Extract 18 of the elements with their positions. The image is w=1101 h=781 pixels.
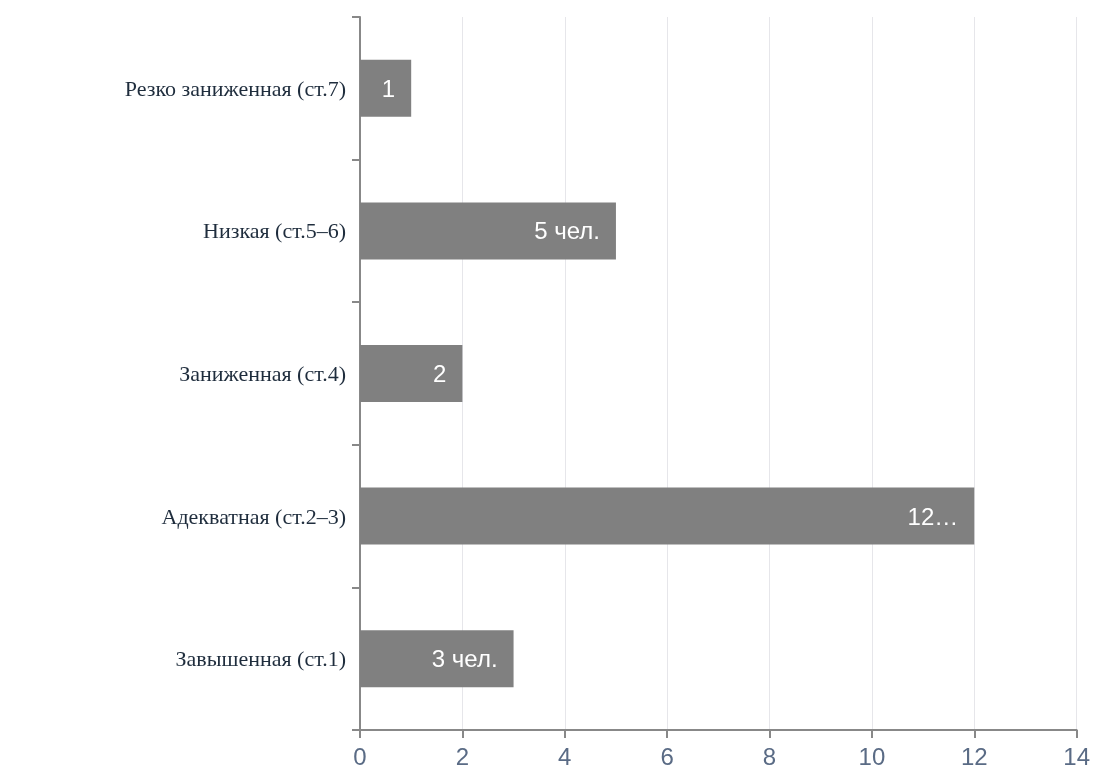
x-tick-label: 8 [762,742,777,770]
y-tick-label: Низкая (ст.5–6) [203,218,346,244]
x-tick-label: 4 [558,742,572,770]
data-label: 3 чел. [431,645,498,673]
x-tick-label: 0 [353,742,367,770]
data-label: 1 [381,74,396,102]
x-tick-label: 6 [660,742,674,770]
x-tick-label: 14 [1063,742,1090,770]
data-label: 12… [907,502,959,530]
y-tick-label: Резко заниженная (ст.7) [124,75,346,101]
data-label: 2 [433,360,447,387]
data-label: 5 чел. [534,217,600,245]
x-tick-label: 2 [455,742,470,770]
x-tick-label: 10 [858,742,886,770]
y-tick-label: Заниженная (ст.4) [179,361,346,386]
y-tick-label: Адекватная (ст.2–3) [161,503,346,529]
y-tick-label: Завышенная (ст.1) [175,646,346,672]
x-tick-label: 12 [960,742,988,770]
